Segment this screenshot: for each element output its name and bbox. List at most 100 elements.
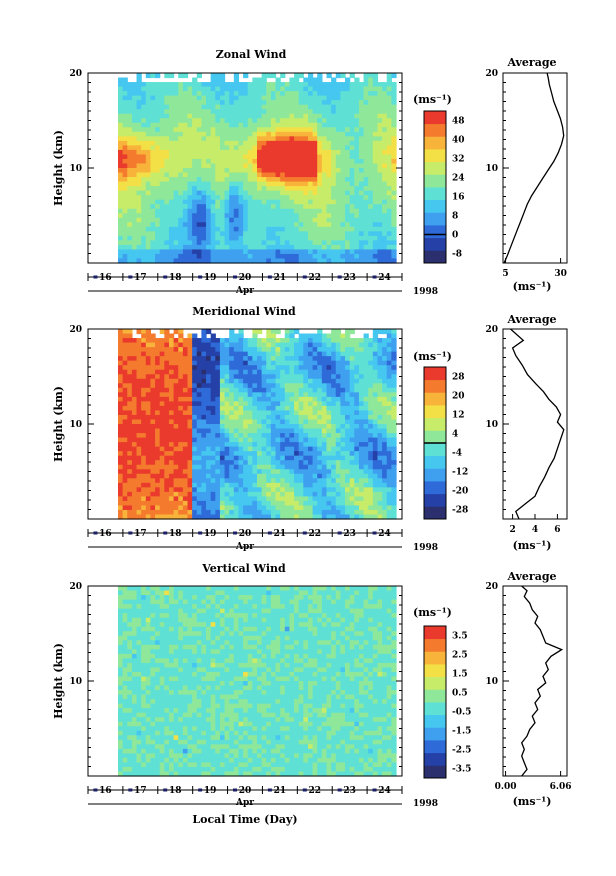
heatmap-cell <box>358 181 365 187</box>
heatmap-cell <box>335 433 341 439</box>
heatmap-cell <box>303 428 309 434</box>
heatmap-cell <box>335 329 341 335</box>
heatmap-cell <box>307 249 314 255</box>
heatmap-cell <box>391 190 397 196</box>
heatmap-cell <box>340 163 346 169</box>
heatmap-cell <box>150 482 156 488</box>
heatmap-cell <box>127 360 133 366</box>
heatmap-cell <box>118 419 124 425</box>
heatmap-cell <box>335 208 341 214</box>
heatmap-cell <box>312 145 318 151</box>
colorbar-tick-label: 48 <box>452 117 465 127</box>
heatmap-cell <box>335 82 341 88</box>
heatmap-cell <box>164 333 170 339</box>
heatmap-cell <box>192 491 198 497</box>
heatmap-cell <box>118 414 124 421</box>
heatmap-cell <box>377 410 383 416</box>
heatmap-cell <box>118 77 124 83</box>
heatmap-cell <box>321 158 328 165</box>
heatmap-cell <box>391 104 397 110</box>
heatmap-cell <box>201 351 207 357</box>
heatmap-cell <box>206 113 212 119</box>
heatmap-cell <box>159 455 165 461</box>
heatmap-cell <box>187 91 193 97</box>
heatmap-cell <box>178 428 184 434</box>
heatmap-cell <box>168 342 175 348</box>
heatmap-cell <box>284 95 291 101</box>
heatmap-cell <box>206 505 212 511</box>
heatmap-cell <box>326 172 332 178</box>
heatmap-cell <box>118 442 124 448</box>
heatmap-cell <box>354 509 360 516</box>
heatmap-cell <box>201 217 207 223</box>
heatmap-cell <box>377 396 383 402</box>
heatmap-cell <box>303 424 309 430</box>
heatmap-cell <box>368 168 374 174</box>
heatmap-cell <box>178 104 184 110</box>
heatmap-cell <box>122 91 128 97</box>
heatmap-cell <box>307 199 314 205</box>
heatmap-cell <box>358 437 365 443</box>
heatmap-cell <box>372 109 379 115</box>
heatmap-cell <box>349 149 355 156</box>
heatmap-cell <box>187 419 193 425</box>
heatmap-cell <box>150 469 156 475</box>
heatmap-cell <box>187 208 193 214</box>
heatmap-cell <box>372 249 379 255</box>
heatmap-cell <box>266 414 272 421</box>
heatmap-cell <box>159 378 165 384</box>
heatmap-cell <box>363 478 369 484</box>
heatmap-cell <box>168 154 175 160</box>
heatmap-cell <box>307 383 314 389</box>
heatmap-cell <box>280 387 286 393</box>
heatmap-cell <box>201 127 207 133</box>
heatmap-cell <box>266 158 272 165</box>
heatmap-cell <box>358 91 365 97</box>
heatmap-cell <box>312 181 318 187</box>
heatmap-cell <box>307 347 314 353</box>
heatmap-cell <box>187 113 193 119</box>
heatmap-cell <box>243 369 249 375</box>
heatmap-cell <box>233 186 240 192</box>
heatmap-cell <box>141 168 147 174</box>
heatmap-cell <box>368 387 374 393</box>
heatmap-cell <box>289 140 295 146</box>
heatmap-cell <box>201 338 207 344</box>
heatmap-cell <box>206 433 212 439</box>
heatmap-cell <box>173 442 179 448</box>
heatmap-cell <box>215 387 221 393</box>
heatmap-cell <box>122 469 128 475</box>
heatmap-cell <box>131 360 138 366</box>
heatmap-cell <box>201 177 207 183</box>
heatmap-cell <box>159 240 165 246</box>
heatmap-cell <box>261 482 267 488</box>
heatmap-cell <box>363 122 369 128</box>
heatmap-cell <box>164 163 170 169</box>
heatmap-cell <box>247 181 253 187</box>
heatmap-cell <box>136 195 142 201</box>
heatmap-cell <box>270 149 277 156</box>
heatmap-cell <box>219 253 226 260</box>
heatmap-cell <box>340 342 346 348</box>
heatmap-cell <box>317 154 323 160</box>
heatmap-cell <box>118 392 124 398</box>
heatmap-cell <box>136 405 142 412</box>
heatmap-cell <box>229 500 235 507</box>
heatmap-cell <box>303 491 309 497</box>
heatmap-cell <box>247 360 253 366</box>
heatmap-cell <box>243 226 249 232</box>
heatmap-cell <box>340 514 346 520</box>
heatmap-cell <box>238 131 244 137</box>
heatmap-cell <box>196 424 202 430</box>
heatmap-cell <box>354 410 360 416</box>
heatmap-cell <box>238 455 244 461</box>
heatmap-cell <box>224 392 230 398</box>
heatmap-cell <box>386 186 392 192</box>
average-x-tick-label: 30 <box>554 269 567 279</box>
heatmap-cell <box>247 222 253 228</box>
heatmap-cell <box>210 244 216 251</box>
heatmap-cell <box>155 82 161 88</box>
heatmap-cell <box>345 478 351 484</box>
heatmap-cell <box>382 149 388 156</box>
